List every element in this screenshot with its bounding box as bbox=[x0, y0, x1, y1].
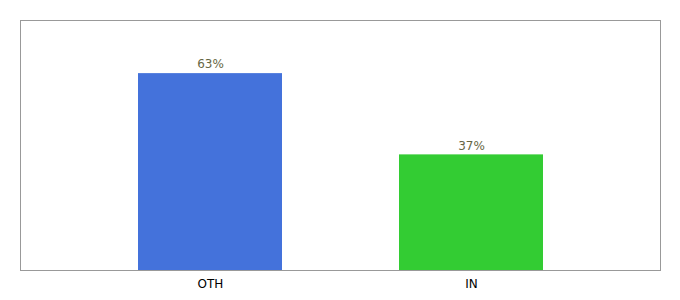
svg-text:63%: 63% bbox=[197, 57, 224, 71]
svg-text:OTH: OTH bbox=[198, 277, 224, 291]
svg-text:IN: IN bbox=[465, 277, 478, 291]
svg-text:37%: 37% bbox=[458, 139, 485, 153]
